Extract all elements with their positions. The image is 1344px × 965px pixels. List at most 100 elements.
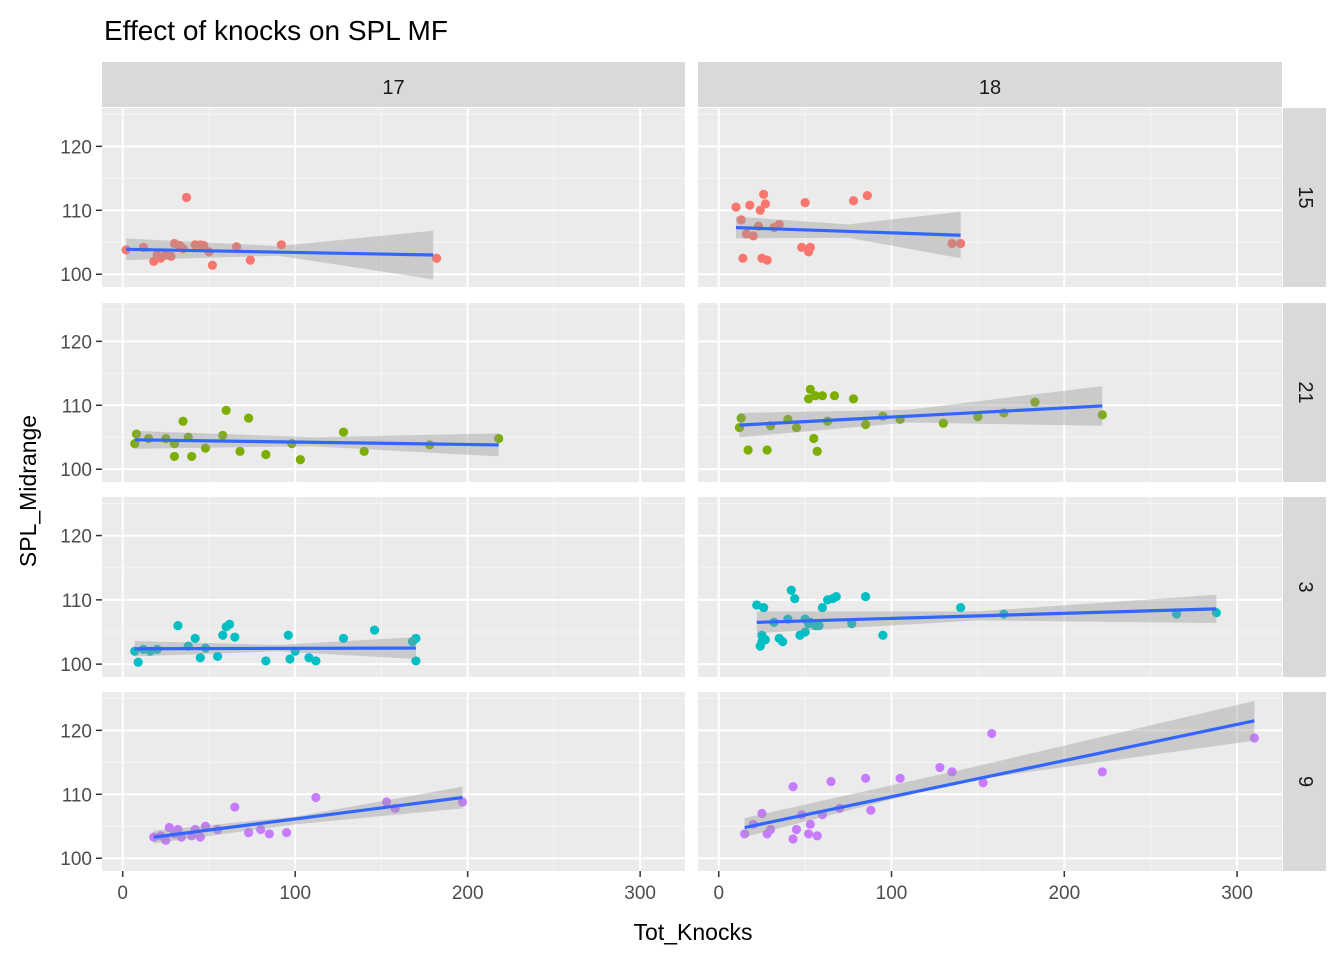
data-point <box>745 200 755 210</box>
data-point <box>755 205 765 215</box>
y-tick-label: 110 <box>62 785 92 806</box>
data-point <box>231 242 242 252</box>
data-point <box>760 199 770 209</box>
data-point <box>338 633 349 644</box>
data-point <box>803 394 814 404</box>
confidence-band <box>739 386 1103 438</box>
data-point <box>788 834 798 844</box>
data-point <box>803 829 814 839</box>
fit-line <box>134 646 416 651</box>
data-point <box>973 412 983 422</box>
data-point <box>432 253 442 263</box>
data-point <box>805 242 815 252</box>
panel-background <box>102 303 685 482</box>
data-point <box>812 446 822 456</box>
data-point <box>788 782 798 792</box>
data-point <box>800 198 810 208</box>
data-point <box>805 384 815 394</box>
data-point <box>829 391 840 401</box>
data-point <box>195 653 205 663</box>
x-axis-label: Tot_Knocks <box>634 919 753 945</box>
data-point <box>200 821 211 831</box>
data-point <box>235 446 245 456</box>
data-point <box>805 819 815 829</box>
x-tick-label: 300 <box>624 883 656 904</box>
confidence-band <box>153 786 463 844</box>
data-point <box>1097 410 1107 420</box>
confidence-band <box>736 211 961 259</box>
data-point <box>304 653 314 663</box>
facet-strip-col-label: 18 <box>979 77 1001 99</box>
data-point <box>956 238 966 249</box>
data-point <box>817 391 828 401</box>
y-tick-label: 100 <box>60 265 92 286</box>
data-point <box>131 429 142 439</box>
y-tick-label: 100 <box>60 655 92 676</box>
data-point <box>800 627 810 637</box>
data-point <box>1097 767 1107 777</box>
data-point <box>866 805 876 815</box>
y-tick-label: 100 <box>60 460 92 481</box>
data-point <box>173 824 183 835</box>
data-point <box>1030 397 1040 407</box>
x-tick-label: 0 <box>117 883 128 904</box>
data-point <box>790 593 800 604</box>
data-point <box>938 418 948 428</box>
panel-17-21 <box>102 303 685 482</box>
data-point <box>978 778 988 788</box>
x-tick-label: 100 <box>279 883 311 904</box>
y-tick-label: 100 <box>60 849 92 870</box>
data-point <box>848 394 859 404</box>
data-point <box>956 602 966 613</box>
y-tick-label: 110 <box>62 396 92 417</box>
data-point <box>161 835 171 845</box>
data-point <box>748 231 758 241</box>
data-point <box>212 651 223 662</box>
data-point <box>812 831 822 841</box>
data-point <box>760 635 770 645</box>
facet-strip-col-label: 17 <box>382 77 404 99</box>
data-point <box>860 592 871 602</box>
data-point <box>199 240 209 251</box>
data-point <box>762 445 772 455</box>
data-point <box>797 242 807 252</box>
panel-background <box>698 497 1282 677</box>
data-point <box>1249 733 1259 743</box>
y-tick-label: 120 <box>60 332 92 353</box>
data-point <box>207 260 217 270</box>
data-point <box>382 797 392 807</box>
data-point <box>133 657 143 667</box>
data-point <box>743 445 753 455</box>
data-point <box>895 773 905 783</box>
panel-background <box>698 303 1282 482</box>
data-point <box>831 592 841 602</box>
panel-17-9 <box>102 692 685 871</box>
data-point <box>218 630 228 640</box>
data-point <box>752 600 762 610</box>
data-point <box>190 633 200 644</box>
data-point <box>494 433 504 444</box>
data-point <box>230 802 240 812</box>
data-point <box>736 215 746 225</box>
panel-background <box>102 108 685 287</box>
data-point <box>256 824 266 835</box>
facet-strip-row-label: 21 <box>1294 381 1316 403</box>
facet-strip-row-9 <box>1283 692 1326 871</box>
data-point <box>149 832 159 842</box>
facet-strip-row-label: 15 <box>1294 186 1316 208</box>
confidence-band <box>756 594 1217 634</box>
data-point <box>786 585 796 595</box>
data-point <box>311 656 321 666</box>
facet-strip-row-3 <box>1283 497 1326 677</box>
data-point <box>947 767 957 777</box>
data-point <box>740 829 750 839</box>
data-point <box>281 828 292 838</box>
facet-strip-col-17 <box>102 62 685 107</box>
data-point <box>810 391 821 401</box>
facet-strip-col-18 <box>698 62 1282 107</box>
data-point <box>791 824 802 835</box>
data-point <box>935 762 945 773</box>
data-point <box>411 656 421 666</box>
